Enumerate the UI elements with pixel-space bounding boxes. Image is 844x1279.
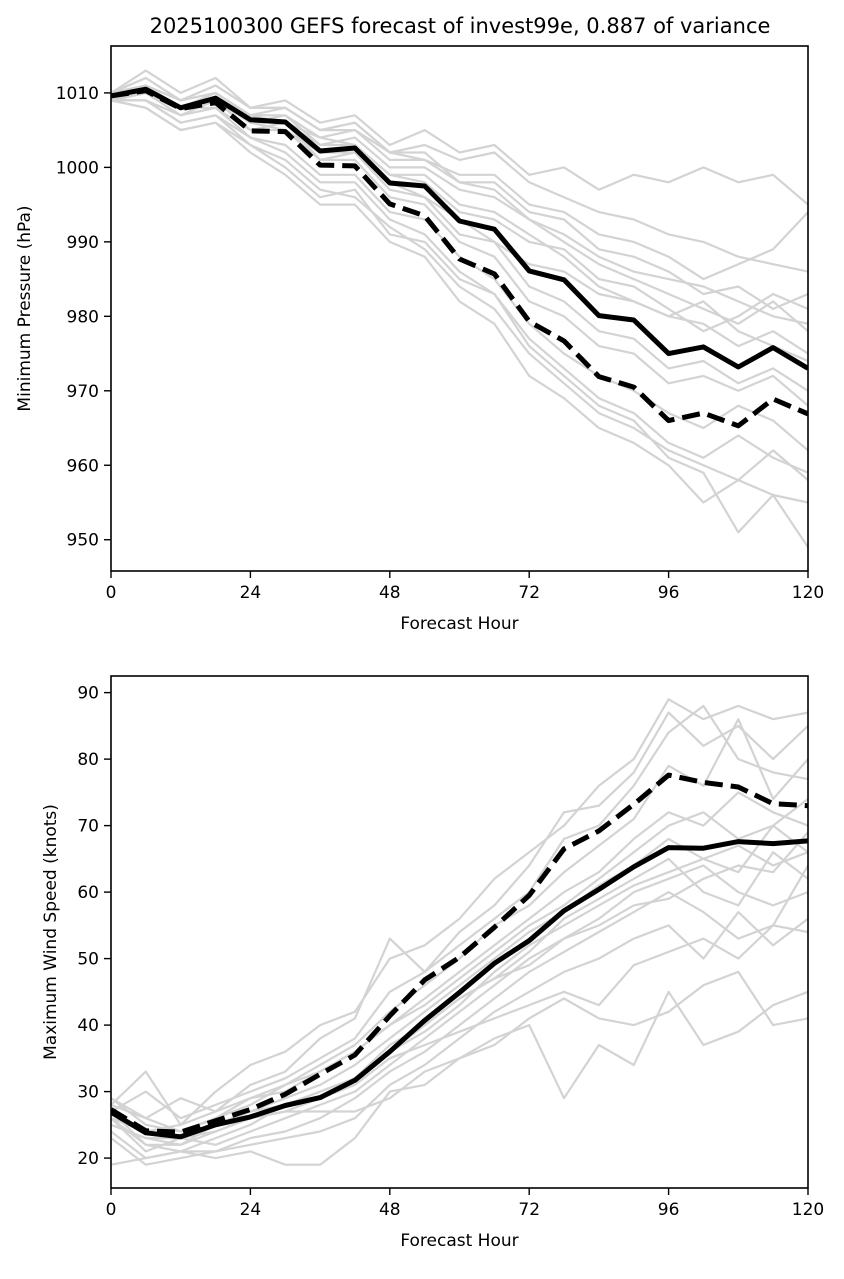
- pressure-y-ticks: 950 960 970 980 990 1000 1010: [56, 84, 111, 551]
- wind-member-line-7: [111, 864, 808, 1153]
- wind-x-ticks: 0 24 48 72 96 120: [106, 1188, 824, 1220]
- chart-title: 2025100300 GEFS forecast of invest99e, 0…: [150, 14, 771, 38]
- pressure-x-tick-label: 48: [379, 583, 401, 603]
- wind-x-axis-label: Forecast Hour: [400, 1231, 518, 1251]
- pressure-y-axis-label: Minimum Pressure (hPa): [15, 205, 35, 411]
- pressure-member-line-7: [111, 91, 808, 407]
- wind-member-line-14: [111, 798, 808, 1133]
- wind-main-series: [111, 772, 808, 1140]
- wind-member-line-2: [111, 704, 808, 1120]
- wind-member-line-12: [111, 970, 808, 1166]
- pressure-y-tick-label: 1000: [56, 158, 99, 178]
- pressure-x-tick-label: 96: [658, 583, 680, 603]
- wind-mean-line: [111, 838, 808, 1140]
- pressure-x-tick-label: 72: [518, 583, 540, 603]
- pressure-x-axis-label: Forecast Hour: [400, 614, 518, 634]
- pressure-member-line-10: [111, 99, 808, 482]
- wind-y-tick-label: 20: [77, 1149, 99, 1169]
- pressure-y-tick-label: 980: [67, 307, 99, 327]
- wind-member-line-0: [111, 698, 808, 1126]
- pressure-x-tick-label: 0: [106, 583, 117, 603]
- wind-y-tick-label: 80: [77, 750, 99, 770]
- pressure-member-line-12: [111, 99, 808, 548]
- wind-panel: 0 24 48 72 96 120 20 30 40 50 60 70 80 90 Forecast H…: [41, 675, 824, 1251]
- wind-member-line-8: [111, 890, 808, 1160]
- pressure-axes-frame: [110, 45, 809, 572]
- wind-y-tick-label: 90: [77, 684, 99, 704]
- pressure-x-tick-label: 24: [240, 583, 262, 603]
- wind-member-line-1: [111, 711, 808, 1120]
- pressure-y-tick-label: 970: [67, 382, 99, 402]
- wind-x-tick-label: 120: [792, 1200, 824, 1220]
- pressure-member-line-6: [111, 91, 808, 392]
- wind-ensemble-members: [111, 698, 808, 1166]
- wind-y-tick-label: 50: [77, 950, 99, 970]
- wind-member-line-9: [111, 910, 808, 1166]
- wind-y-ticks: 20 30 40 50 60 70 80 90: [77, 684, 111, 1169]
- wind-member-line-15: [111, 844, 808, 1140]
- pressure-mean-line: [111, 86, 808, 371]
- pressure-y-tick-label: 990: [67, 233, 99, 253]
- pressure-y-tick-label: 1010: [56, 84, 99, 104]
- pressure-member-line-8: [111, 99, 808, 452]
- pressure-dashed-line: [111, 88, 808, 429]
- pressure-main-series: [111, 86, 808, 429]
- pressure-member-line-11: [111, 99, 808, 504]
- wind-x-tick-label: 0: [106, 1200, 117, 1220]
- pressure-y-tick-label: 950: [67, 531, 99, 551]
- pressure-panel: 0 24 48 72 96 120 950 960 970 980 990 1000 1010 For…: [15, 45, 824, 634]
- wind-x-tick-label: 96: [658, 1200, 680, 1220]
- wind-y-tick-label: 40: [77, 1016, 99, 1036]
- wind-x-tick-label: 72: [518, 1200, 540, 1220]
- wind-member-line-4: [111, 791, 808, 1133]
- wind-y-axis-label: Maximum Wind Speed (knots): [41, 804, 61, 1060]
- pressure-member-line-0: [111, 69, 808, 206]
- wind-y-tick-label: 70: [77, 817, 99, 837]
- wind-dashed-line: [111, 772, 808, 1135]
- wind-x-tick-label: 24: [240, 1200, 262, 1220]
- pressure-y-tick-label: 960: [67, 456, 99, 476]
- pressure-x-ticks: 0 24 48 72 96 120: [106, 571, 824, 603]
- wind-x-tick-label: 48: [379, 1200, 401, 1220]
- wind-y-tick-label: 60: [77, 883, 99, 903]
- wind-axes-frame: [110, 675, 809, 1189]
- pressure-x-tick-label: 120: [792, 583, 824, 603]
- pressure-member-line-9: [111, 99, 808, 474]
- wind-y-tick-label: 30: [77, 1083, 99, 1103]
- pressure-member-line-14: [111, 76, 808, 333]
